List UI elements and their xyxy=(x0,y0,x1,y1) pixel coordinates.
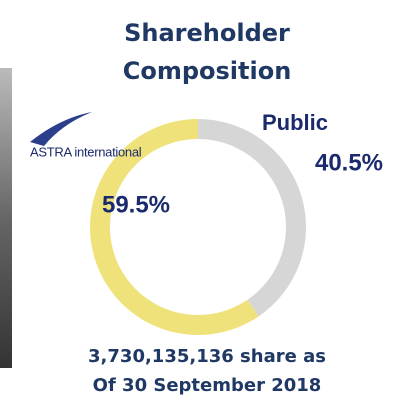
legend-label: ASTRA international xyxy=(30,144,142,159)
chart-title: Composition xyxy=(123,57,292,85)
data-label: 59.5% xyxy=(102,191,170,218)
photo-strip xyxy=(0,68,12,368)
legend-label: Public xyxy=(262,110,328,135)
chart-title: Shareholder xyxy=(124,19,290,47)
annotation: Of 30 September 2018 xyxy=(93,375,322,396)
donut-slice xyxy=(198,119,306,316)
annotation: 3,730,135,136 share as xyxy=(88,346,326,367)
chart: Shareholder Composition ASTRA internatio… xyxy=(0,0,413,409)
logo-swoosh xyxy=(30,112,92,146)
data-label: 40.5% xyxy=(315,149,383,176)
